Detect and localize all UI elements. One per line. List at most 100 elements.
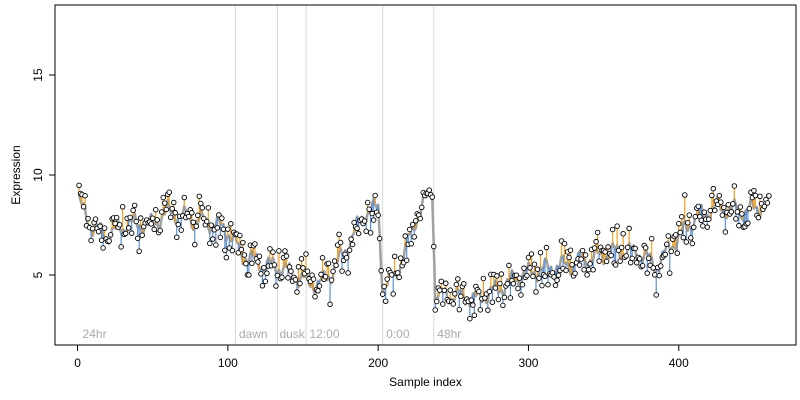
data-point-233 bbox=[426, 187, 433, 193]
data-point-82 bbox=[199, 205, 206, 211]
data-point-401 bbox=[679, 213, 685, 220]
data-point-399 bbox=[676, 220, 682, 227]
data-point-294 bbox=[518, 292, 524, 298]
data-point-337 bbox=[582, 252, 589, 258]
data-point-342 bbox=[590, 267, 596, 273]
data-point-196 bbox=[370, 217, 377, 223]
data-point-125 bbox=[264, 270, 270, 277]
data-point-361 bbox=[618, 244, 625, 251]
data-point-434 bbox=[728, 208, 735, 215]
data-point-392 bbox=[665, 233, 671, 239]
data-point-237 bbox=[432, 307, 439, 313]
data-point-122 bbox=[259, 283, 266, 289]
data-point-173 bbox=[336, 231, 342, 238]
data-point-29 bbox=[119, 204, 126, 210]
data-point-280 bbox=[497, 280, 503, 287]
data-point-410 bbox=[692, 213, 699, 220]
x-axis: 0 100 200 300 400 bbox=[74, 344, 689, 370]
data-point-366 bbox=[626, 225, 632, 232]
data-point-421 bbox=[709, 192, 715, 199]
x-tick-label-3: 300 bbox=[518, 356, 538, 370]
data-point-212 bbox=[394, 270, 401, 276]
data-point-60 bbox=[166, 189, 172, 196]
data-point-252 bbox=[455, 276, 461, 282]
data-point-450 bbox=[752, 192, 759, 199]
data-point-235 bbox=[429, 194, 436, 200]
data-point-281 bbox=[498, 271, 505, 277]
data-point-25 bbox=[113, 214, 120, 221]
data-point-204 bbox=[382, 298, 389, 304]
data-point-80 bbox=[196, 193, 203, 200]
data-point-324 bbox=[563, 267, 569, 274]
data-point-110 bbox=[241, 252, 248, 258]
data-point-221 bbox=[408, 240, 414, 247]
data-point-273 bbox=[486, 288, 493, 295]
data-point-352 bbox=[605, 244, 611, 250]
data-point-277 bbox=[492, 285, 499, 291]
data-point-182 bbox=[349, 241, 356, 248]
data-point-75 bbox=[189, 210, 195, 216]
data-point-278 bbox=[494, 273, 500, 279]
data-point-108 bbox=[238, 246, 245, 253]
data-point-333 bbox=[576, 262, 583, 268]
data-point-364 bbox=[623, 253, 629, 259]
data-point-131 bbox=[273, 283, 279, 289]
data-point-181 bbox=[348, 236, 354, 242]
data-point-17 bbox=[101, 225, 108, 231]
data-point-368 bbox=[629, 255, 635, 262]
data-point-194 bbox=[367, 230, 374, 236]
y-tick-label-0: 5 bbox=[31, 271, 45, 278]
data-point-253 bbox=[456, 306, 463, 313]
data-point-171 bbox=[333, 262, 339, 269]
y-axis: 5 10 15 bbox=[31, 68, 56, 278]
data-point-441 bbox=[739, 211, 745, 217]
data-point-260 bbox=[467, 315, 473, 322]
data-point-428 bbox=[719, 212, 726, 218]
y-axis-title: Expression bbox=[9, 145, 23, 204]
data-point-97 bbox=[222, 247, 228, 254]
data-point-305 bbox=[534, 266, 541, 272]
data-point-398 bbox=[674, 250, 681, 256]
data-point-310 bbox=[542, 273, 548, 280]
data-point-249 bbox=[450, 301, 457, 307]
data-point-224 bbox=[412, 218, 419, 224]
data-point-85 bbox=[204, 218, 210, 225]
data-point-40 bbox=[136, 248, 142, 255]
data-point-282 bbox=[500, 302, 506, 309]
data-point-197 bbox=[372, 192, 378, 199]
data-point-33 bbox=[125, 225, 132, 231]
y-tick-label-1: 10 bbox=[31, 168, 45, 182]
data-point-144 bbox=[292, 276, 299, 283]
data-point-86 bbox=[205, 205, 212, 211]
data-point-304 bbox=[533, 289, 539, 295]
data-point-254 bbox=[458, 293, 464, 300]
data-point-405 bbox=[685, 220, 691, 226]
data-point-202 bbox=[379, 291, 386, 297]
data-point-61 bbox=[167, 214, 174, 221]
data-point-449 bbox=[751, 187, 757, 194]
data-point-432 bbox=[725, 201, 732, 208]
data-point-50 bbox=[151, 226, 157, 233]
data-point-174 bbox=[337, 239, 344, 246]
data-point-113 bbox=[246, 272, 252, 278]
data-point-377 bbox=[642, 245, 649, 251]
data-point-446 bbox=[746, 205, 753, 212]
data-point-382 bbox=[650, 265, 656, 271]
data-point-101 bbox=[228, 221, 234, 227]
data-point-453 bbox=[757, 193, 763, 200]
data-point-21 bbox=[107, 232, 114, 238]
data-point-123 bbox=[261, 264, 267, 271]
data-point-296 bbox=[521, 265, 527, 271]
data-point-241 bbox=[438, 278, 445, 285]
data-point-203 bbox=[381, 283, 387, 290]
data-point-256 bbox=[461, 281, 467, 287]
phase-labels: 24hr dawn dusk 12:00 0:00 48hr bbox=[83, 327, 462, 341]
data-point-218 bbox=[403, 257, 410, 264]
data-point-135 bbox=[279, 274, 285, 281]
data-point-14 bbox=[97, 223, 103, 229]
data-point-301 bbox=[528, 251, 535, 257]
data-point-416 bbox=[701, 209, 708, 215]
data-point-145 bbox=[294, 289, 300, 295]
data-point-164 bbox=[322, 274, 329, 280]
